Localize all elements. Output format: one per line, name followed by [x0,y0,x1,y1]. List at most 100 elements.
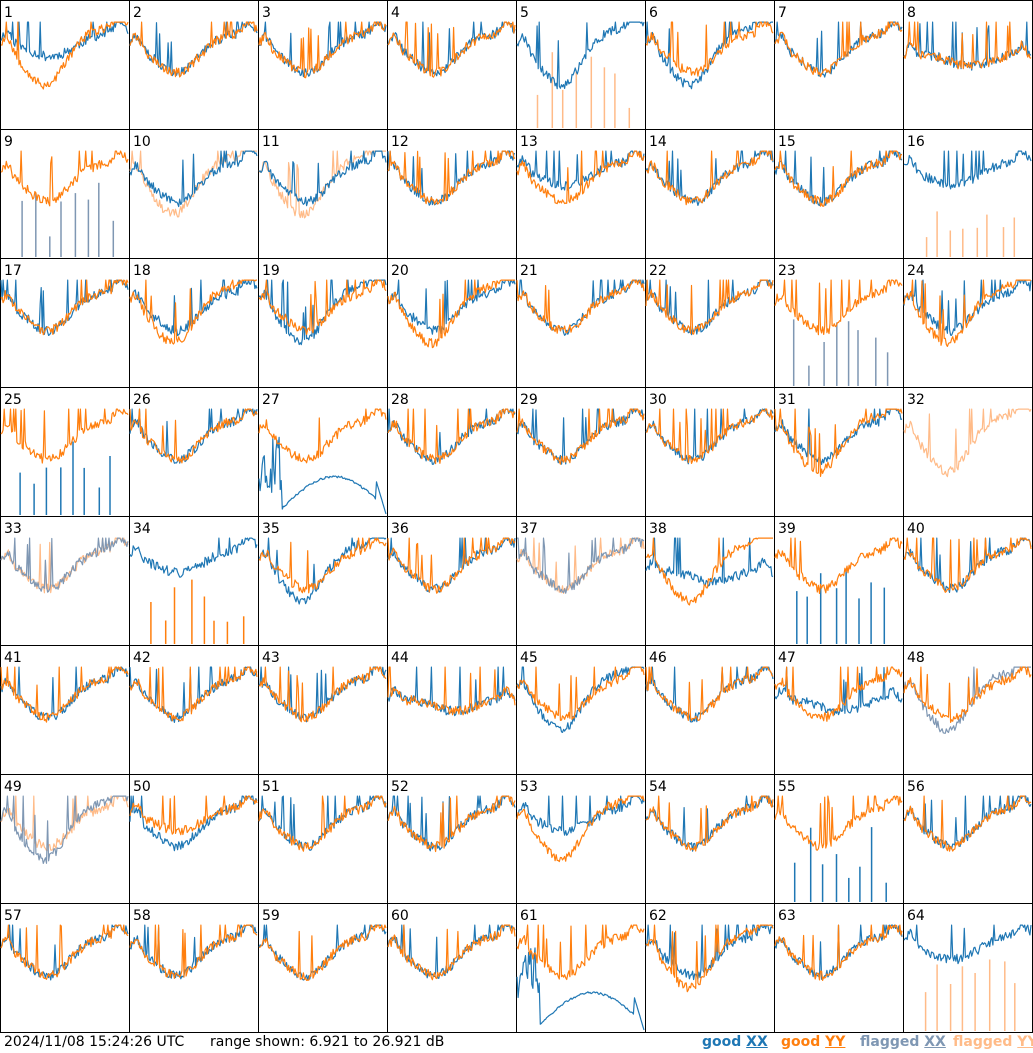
series-xx-line [129,924,258,980]
series-yy-line [129,666,258,722]
timestamp-label: 2024/11/08 15:24:26 UTC [4,1034,185,1050]
panel-number-label: 52 [391,779,409,795]
panel-number-label: 55 [778,779,796,795]
series-yy-line [0,924,129,980]
panel-frame [0,645,130,775]
panel-number-label: 13 [520,134,538,150]
panel-frame [516,516,646,646]
antenna-panel-46: 46 [645,645,775,775]
panel-number-label: 56 [907,779,925,795]
antenna-panel-61: 61 [516,903,646,1033]
series-yy-spikes [924,959,1016,1031]
legend-flagged-xx: flagged XX [860,1034,946,1050]
panel-frame [645,387,775,517]
antenna-panel-30: 30 [645,387,775,517]
series-yy-line [645,279,774,335]
antenna-panel-64: 64 [903,903,1033,1033]
series-xx-line [903,795,1032,850]
panel-number-label: 22 [649,263,667,279]
panel-number-label: 15 [778,134,796,150]
series-xx-line [903,150,1032,190]
panel-frame [387,903,517,1033]
series-yy-line [258,408,387,464]
series-yy-line [645,537,773,606]
antenna-panel-7: 7 [774,0,904,130]
antenna-panel-6: 6 [645,0,775,130]
antenna-panel-42: 42 [129,645,259,775]
antenna-panel-54: 54 [645,774,775,904]
panel-number-label: 2 [133,5,142,21]
antenna-panel-13: 13 [516,129,646,259]
series-yy-line [258,21,387,79]
series-xx-line [0,795,129,864]
antenna-panel-15: 15 [774,129,904,259]
series-yy-line [516,408,645,465]
series-xx-line [258,537,387,605]
panel-number-label: 33 [4,521,22,537]
panel-number-label: 37 [520,521,538,537]
antenna-panel-60: 60 [387,903,517,1033]
panel-number-label: 54 [649,779,667,795]
series-yy-line [903,21,1032,70]
series-xx-line [258,924,387,981]
antenna-panel-18: 18 [129,258,259,388]
series-yy-line [387,666,516,716]
antenna-panel-3: 3 [258,0,388,130]
series-xx-line [645,924,774,981]
panel-number-label: 38 [649,521,667,537]
series-yy-line [903,408,1032,478]
chart-footer: 2024/11/08 15:24:26 UTC range shown: 6.9… [0,1033,1033,1053]
legend-flagged-yy-pol: YY [1017,1034,1033,1050]
panel-number-label: 42 [133,650,151,666]
panel-number-label: 7 [778,5,787,21]
series-yy-line [387,150,516,205]
series-yy-line [387,408,516,465]
series-yy-line [387,924,516,981]
series-xx-line [258,150,387,207]
panel-number-label: 34 [133,521,151,537]
panel-number-label: 4 [391,5,400,21]
series-xx-line [258,279,387,346]
series-yy-line [258,537,387,594]
panel-frame [0,129,130,259]
antenna-panel-26: 26 [129,387,259,517]
series-xx-line [129,150,258,208]
series-yy-line [129,279,257,345]
antenna-panel-9: 9 [0,129,130,259]
series-yy-line [774,150,903,207]
panel-number-label: 17 [4,263,22,279]
antenna-panel-2: 2 [129,0,259,130]
series-xx-line [774,666,903,716]
legend-flagged-yy-label: flagged [953,1034,1013,1050]
panel-number-label: 3 [262,5,271,21]
antenna-panel-25: 25 [0,387,130,517]
antenna-panel-50: 50 [129,774,259,904]
series-yy-line [774,924,903,981]
series-xx-line [129,279,258,337]
panel-number-label: 26 [133,392,151,408]
antenna-panel-35: 35 [258,516,388,646]
panel-number-label: 36 [391,521,409,537]
panel-number-label: 16 [907,134,925,150]
panel-number-label: 57 [4,908,22,924]
antenna-panel-40: 40 [903,516,1033,646]
series-yy-line [0,150,129,207]
series-yy-line [774,666,903,722]
antenna-panel-8: 8 [903,0,1033,130]
panel-number-label: 20 [391,263,409,279]
series-yy-line [258,666,387,723]
panel-frame [129,645,259,775]
series-xx-line [903,21,1032,71]
series-xx-spikes [19,441,111,515]
panel-number-label: 21 [520,263,538,279]
series-yy-line [0,279,129,336]
range-shown-label: range shown: 6.921 to 26.921 dB [210,1034,445,1050]
panel-number-label: 51 [262,779,280,795]
panel-number-label: 44 [391,650,409,666]
series-yy-line [903,666,1032,723]
series-xx-line [774,150,903,207]
panel-number-label: 61 [520,908,538,924]
series-yy-spikes [150,579,245,644]
series-yy-line [516,795,645,863]
